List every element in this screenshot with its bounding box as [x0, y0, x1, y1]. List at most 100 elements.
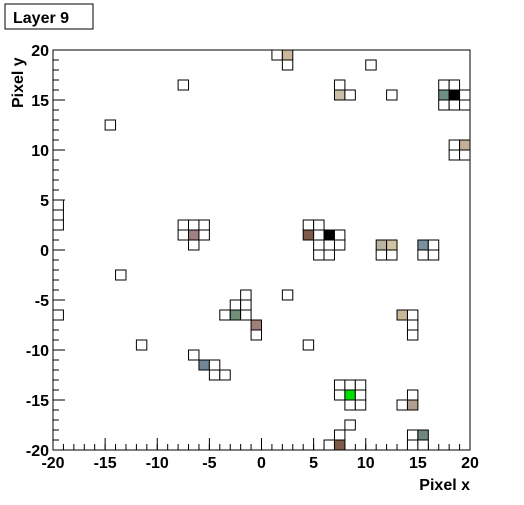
cell — [188, 239, 200, 251]
cell — [208, 369, 221, 381]
x-tick-label: 5 — [309, 455, 318, 472]
cell — [386, 239, 398, 251]
cell — [188, 349, 200, 361]
cell — [448, 99, 461, 111]
chart-title: Layer 9 — [13, 10, 69, 27]
cell — [417, 439, 429, 451]
cell — [333, 79, 346, 91]
cell — [417, 429, 429, 441]
x-tick-label: 10 — [357, 455, 375, 472]
y-tick-label: -15 — [26, 393, 49, 410]
cell — [333, 229, 346, 241]
cell — [52, 309, 64, 321]
x-tick-label: 20 — [461, 455, 479, 472]
x-tick-label: 15 — [409, 455, 427, 472]
y-tick-label: 10 — [31, 143, 49, 160]
x-tick-label: -15 — [94, 455, 117, 472]
cell — [406, 319, 419, 331]
cell — [177, 229, 190, 241]
cell — [396, 399, 408, 411]
cell — [313, 229, 325, 241]
cell — [302, 229, 315, 241]
cell — [459, 89, 471, 101]
cell — [323, 239, 335, 251]
cell — [313, 219, 325, 231]
cell — [406, 429, 419, 441]
cell — [198, 359, 210, 371]
cell — [459, 99, 471, 111]
cell — [281, 49, 294, 61]
cell — [177, 79, 190, 91]
cell — [344, 379, 356, 391]
cell — [344, 419, 356, 431]
cell — [396, 309, 408, 321]
cell — [250, 329, 262, 341]
cell — [459, 139, 471, 151]
cell — [333, 379, 346, 391]
cell — [438, 79, 450, 91]
y-tick-label: 0 — [40, 243, 49, 260]
cell — [281, 289, 294, 301]
cell — [344, 399, 356, 411]
y-tick-label: -20 — [26, 443, 49, 460]
cell — [135, 339, 148, 351]
cell — [323, 249, 335, 261]
cell — [375, 249, 388, 261]
x-tick-label: -10 — [146, 455, 169, 472]
cell — [438, 99, 450, 111]
cell — [302, 339, 315, 351]
cell — [344, 89, 356, 101]
cell — [406, 309, 419, 321]
y-axis-label: Pixel y — [10, 57, 27, 108]
cell — [333, 429, 346, 441]
cell — [365, 59, 377, 71]
cell — [406, 399, 419, 411]
cell — [323, 229, 335, 241]
cell — [188, 219, 200, 231]
y-tick-label: -10 — [26, 343, 49, 360]
cell — [198, 219, 210, 231]
x-axis-label: Pixel x — [419, 477, 470, 494]
cell — [219, 369, 231, 381]
cell — [240, 289, 252, 301]
cell — [354, 379, 367, 391]
cell — [333, 239, 346, 251]
cell — [302, 219, 315, 231]
cell — [229, 299, 242, 311]
cell — [386, 89, 398, 101]
cell — [448, 139, 461, 151]
cell — [427, 239, 440, 251]
cell — [333, 89, 346, 101]
cell — [406, 389, 419, 401]
x-tick-label: 0 — [257, 455, 266, 472]
cell — [459, 149, 471, 161]
cell — [354, 399, 367, 411]
y-tick-label: -5 — [35, 293, 49, 310]
cell — [333, 389, 346, 401]
cell — [313, 239, 325, 251]
cell — [229, 309, 242, 321]
cell — [104, 119, 117, 131]
y-tick-label: 5 — [40, 193, 49, 210]
cell — [240, 309, 252, 321]
cell — [438, 89, 450, 101]
cell — [375, 239, 388, 251]
y-tick-label: 20 — [31, 43, 49, 60]
cell — [323, 439, 335, 451]
x-tick-label: -20 — [41, 455, 64, 472]
cell — [52, 209, 64, 221]
cell — [177, 219, 190, 231]
title-box — [4, 3, 94, 30]
cell — [115, 269, 127, 281]
cell — [250, 319, 262, 331]
cell — [281, 59, 294, 71]
cell — [417, 249, 429, 261]
cell — [448, 79, 461, 91]
cell — [427, 249, 440, 261]
cell — [208, 359, 221, 371]
cell — [406, 439, 419, 451]
x-tick-label: -5 — [202, 455, 216, 472]
cell — [354, 389, 367, 401]
